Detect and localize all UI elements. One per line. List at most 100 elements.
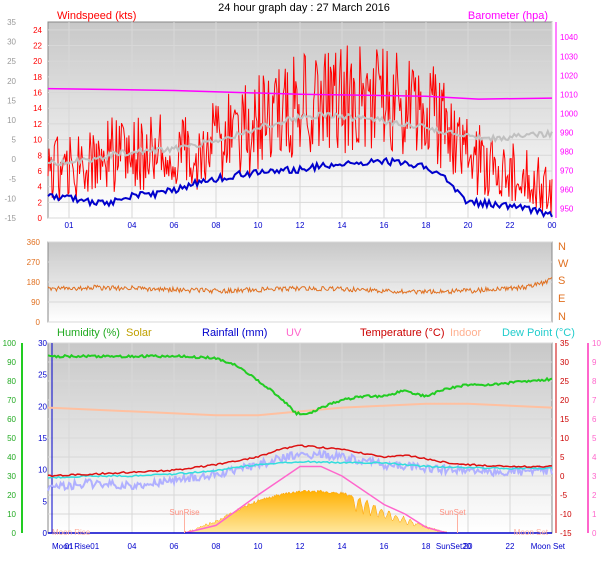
solar-area (184, 489, 448, 534)
right-tick-label: 1000 (560, 109, 578, 118)
direction-tick-label: 180 (27, 278, 41, 287)
temp-tick-label: 35 (560, 339, 569, 348)
x-tick-label: 08 (212, 542, 221, 551)
right-tick-label: 990 (560, 128, 574, 137)
humidity-tick-label: 30 (7, 472, 16, 481)
x-tick-label: 20 (464, 221, 473, 230)
humidity-tick-label: 20 (7, 491, 16, 500)
wind-direction-line (47, 277, 553, 295)
temp-tick-label: 30 (560, 358, 569, 367)
uv-tick-label: 2 (592, 491, 597, 500)
uv-tick-label: 4 (592, 453, 597, 462)
temp-tick-label: -15 (560, 529, 572, 538)
humidity-tick-label: 60 (7, 415, 16, 424)
left-tick-label: 6 (38, 167, 43, 176)
compass-label: N (558, 311, 566, 323)
right-tick-label: 950 (560, 204, 574, 213)
x-tick-label: 08 (212, 221, 221, 230)
x-tick-label: 22 (506, 542, 515, 551)
left-tick-label: 14 (33, 104, 42, 113)
uv-tick-label: 9 (592, 358, 597, 367)
outer-tick-label: -5 (9, 175, 17, 184)
right-tick-label: 960 (560, 185, 574, 194)
left-tick-label: 10 (33, 136, 42, 145)
temp-tick-label: 20 (560, 396, 569, 405)
x-tick-label: 04 (128, 542, 137, 551)
humidity-tick-label: 90 (7, 358, 16, 367)
axis-sunset-label: SunSet20 (436, 542, 472, 551)
temp-tick-label: 25 (560, 377, 569, 386)
barometer-line (47, 87, 553, 100)
barometer-axis-label: Barometer (hpa) (468, 10, 548, 22)
x-tick-label: 18 (422, 221, 431, 230)
x-tick-label: 06 (170, 221, 179, 230)
x-tick-label: 10 (254, 221, 263, 230)
humidity-tick-label: 50 (7, 434, 16, 443)
uv-tick-label: 10 (592, 339, 601, 348)
compass-label: E (558, 293, 565, 305)
temperature-line (48, 444, 553, 478)
outer-tick-label: 25 (7, 57, 16, 66)
humidity-tick-label: 70 (7, 396, 16, 405)
right-tick-label: 1030 (560, 52, 578, 61)
rain-tick-label: 0 (43, 529, 48, 538)
outer-tick-label: 35 (7, 18, 16, 27)
temp-tick-label: 15 (560, 415, 569, 424)
sunrise-label: SunRise (169, 508, 200, 517)
legend-temperature: Temperature (°C) (360, 327, 444, 339)
axis-moon-rise-label: Moon Rise01 (52, 542, 100, 551)
right-tick-label: 1040 (560, 33, 578, 42)
x-tick-label: 01 (65, 221, 74, 230)
left-tick-label: 22 (33, 42, 42, 51)
x-tick-label: 16 (380, 542, 389, 551)
humidity-line (47, 353, 553, 417)
moon-rise-label: Moon Rise (52, 528, 91, 537)
x-tick-label: 22 (506, 221, 515, 230)
temp-tick-label: 5 (560, 453, 565, 462)
outer-tick-label: -10 (4, 194, 16, 203)
apparent-temp-line (47, 447, 553, 492)
rain-tick-label: 20 (38, 402, 47, 411)
wind-average-line (47, 111, 553, 167)
left-tick-label: 2 (38, 198, 43, 207)
humidity-tick-label: 40 (7, 453, 16, 462)
axis-moon-set-label: Moon Set (531, 542, 566, 551)
temperature-humidity-panel: 01 04 06 08 10 12 14 16 18 20 22100908070605040302… (3, 339, 602, 551)
rain-tick-label: 10 (38, 466, 47, 475)
x-tick-label: 10 (254, 542, 263, 551)
right-tick-label: 970 (560, 166, 574, 175)
left-tick-label: 12 (33, 120, 42, 129)
left-tick-label: 8 (38, 151, 43, 160)
legend-rainfall: Rainfall (mm) (202, 327, 267, 339)
legend-solar: Solar (126, 327, 152, 339)
compass-label: N (558, 241, 566, 253)
uv-tick-label: 0 (592, 529, 597, 538)
dew-point-line (47, 460, 553, 479)
uv-line (184, 465, 448, 534)
uv-tick-label: 6 (592, 415, 597, 424)
x-tick-label: 01 (65, 542, 74, 551)
indoor-line (47, 402, 553, 417)
rain-tick-label: 15 (38, 434, 47, 443)
legend-uv: UV (286, 327, 302, 339)
x-tick-label: 06 (170, 542, 179, 551)
x-tick-label: 14 (338, 221, 347, 230)
sunset-label: SunSet (439, 508, 466, 517)
outer-tick-label: 20 (7, 77, 16, 86)
outer-tick-label: 30 (7, 38, 16, 47)
compass-label: S (558, 275, 565, 287)
left-tick-label: 0 (38, 214, 43, 223)
x-tick-label: 20 (464, 542, 473, 551)
outer-tick-label: 0 (12, 155, 17, 164)
right-tick-label: 1020 (560, 71, 578, 80)
left-tick-label: 4 (38, 183, 43, 192)
x-tick-label: 16 (380, 221, 389, 230)
left-tick-label: 16 (33, 89, 42, 98)
x-tick-label: 14 (338, 542, 347, 551)
direction-tick-label: 0 (36, 318, 41, 327)
windspeed-line (47, 45, 553, 215)
legend-dew-point: Dew Point (°C) (502, 327, 575, 339)
outer-tick-label: 5 (12, 136, 17, 145)
wind-blue-line (47, 156, 553, 219)
